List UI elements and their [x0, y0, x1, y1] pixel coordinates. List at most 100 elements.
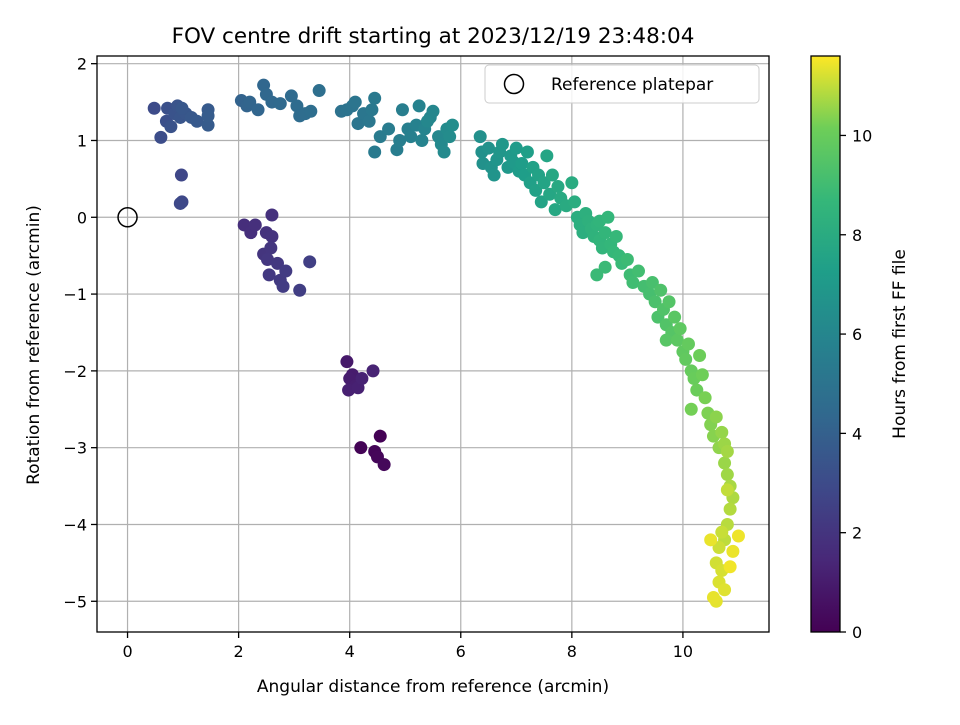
data-point — [706, 590, 720, 604]
data-point — [420, 114, 434, 128]
data-point — [620, 253, 634, 267]
data-point — [262, 268, 276, 282]
data-point — [426, 104, 440, 118]
data-point — [723, 502, 737, 516]
data-point — [720, 445, 734, 459]
data-point — [354, 441, 368, 455]
data-point — [515, 157, 529, 171]
data-point — [395, 103, 409, 117]
data-point — [290, 99, 304, 113]
data-point — [540, 149, 554, 163]
data-point — [693, 349, 707, 363]
data-point — [551, 180, 565, 194]
data-point — [726, 544, 740, 558]
data-point — [273, 97, 287, 111]
plot-frame — [96, 55, 770, 633]
y-axis-ticks: −5 −4 −3 −2 −1 0 1 2 — [63, 55, 97, 611]
data-point — [545, 168, 559, 182]
data-point — [718, 456, 732, 470]
reference-marker-group — [117, 207, 138, 228]
y-tick-label: −4 — [63, 515, 87, 534]
colorbar-ticks: 0 2 4 6 8 10 — [840, 126, 872, 642]
data-point — [565, 176, 579, 190]
data-point — [648, 295, 662, 309]
data-point — [382, 122, 396, 136]
data-point — [265, 229, 279, 243]
x-axis-label: Angular distance from reference (arcmin) — [257, 677, 609, 697]
data-point — [520, 145, 534, 159]
data-point — [720, 483, 734, 497]
data-point — [495, 137, 509, 151]
data-point — [645, 276, 659, 290]
data-point — [695, 368, 709, 382]
data-point — [631, 264, 645, 278]
data-point — [659, 333, 673, 347]
data-point — [681, 337, 695, 351]
data-point — [662, 295, 676, 309]
x-tick-label: 4 — [345, 642, 355, 661]
data-point — [668, 310, 682, 324]
data-point — [174, 168, 188, 182]
data-point — [279, 264, 293, 278]
data-point — [348, 95, 362, 109]
data-point — [715, 525, 729, 539]
data-point — [373, 130, 387, 144]
data-point — [412, 99, 426, 113]
y-axis-label: Rotation from reference (arcmin) — [24, 205, 44, 485]
data-point — [270, 256, 284, 270]
data-point — [393, 133, 407, 147]
data-point — [723, 560, 737, 574]
data-point — [654, 283, 668, 297]
colorbar-frame — [810, 55, 841, 633]
data-point — [626, 276, 640, 290]
data-point — [543, 187, 557, 201]
data-point — [265, 208, 279, 222]
y-tick-label: −1 — [63, 285, 87, 304]
colorbar-tick-label: 6 — [852, 325, 862, 344]
data-point — [404, 130, 418, 144]
data-point — [568, 195, 582, 209]
data-point — [366, 364, 380, 378]
data-point — [260, 253, 274, 267]
colorbar-tick-label: 0 — [852, 623, 862, 642]
data-point — [164, 120, 178, 134]
data-point — [473, 130, 487, 144]
y-tick-label: −2 — [63, 362, 87, 381]
y-tick-label: 0 — [77, 208, 87, 227]
data-point — [293, 283, 307, 297]
data-point — [303, 255, 317, 269]
legend: Reference platepar — [484, 64, 760, 104]
data-point — [670, 333, 684, 347]
data-point — [537, 176, 551, 190]
data-point — [704, 533, 718, 547]
data-point — [377, 458, 391, 472]
y-tick-label: −3 — [63, 439, 87, 458]
data-point — [175, 101, 189, 115]
reference-platepar-marker — [117, 207, 138, 228]
data-point — [243, 95, 257, 109]
data-point — [312, 84, 326, 98]
data-point — [190, 114, 204, 128]
data-point — [712, 541, 726, 555]
scatter-points — [147, 78, 745, 608]
colorbar: 0 2 4 6 8 10 Hours from first FF file — [810, 55, 910, 642]
data-point — [362, 114, 376, 128]
data-point — [698, 391, 712, 405]
colorbar-tick-label: 2 — [852, 524, 862, 543]
colorbar-tick-label: 4 — [852, 424, 862, 443]
data-point — [598, 226, 612, 240]
data-point — [340, 355, 354, 369]
data-point — [673, 322, 687, 336]
colorbar-label: Hours from first FF file — [890, 249, 910, 439]
data-point — [351, 117, 365, 131]
data-point — [415, 133, 429, 147]
x-tick-label: 0 — [122, 642, 132, 661]
data-point — [509, 141, 523, 155]
data-point — [443, 130, 457, 144]
data-point — [304, 104, 318, 118]
data-point — [684, 402, 698, 416]
data-point — [718, 583, 732, 597]
data-point — [548, 203, 562, 217]
x-axis-ticks: 0 2 4 6 8 10 — [122, 632, 693, 661]
